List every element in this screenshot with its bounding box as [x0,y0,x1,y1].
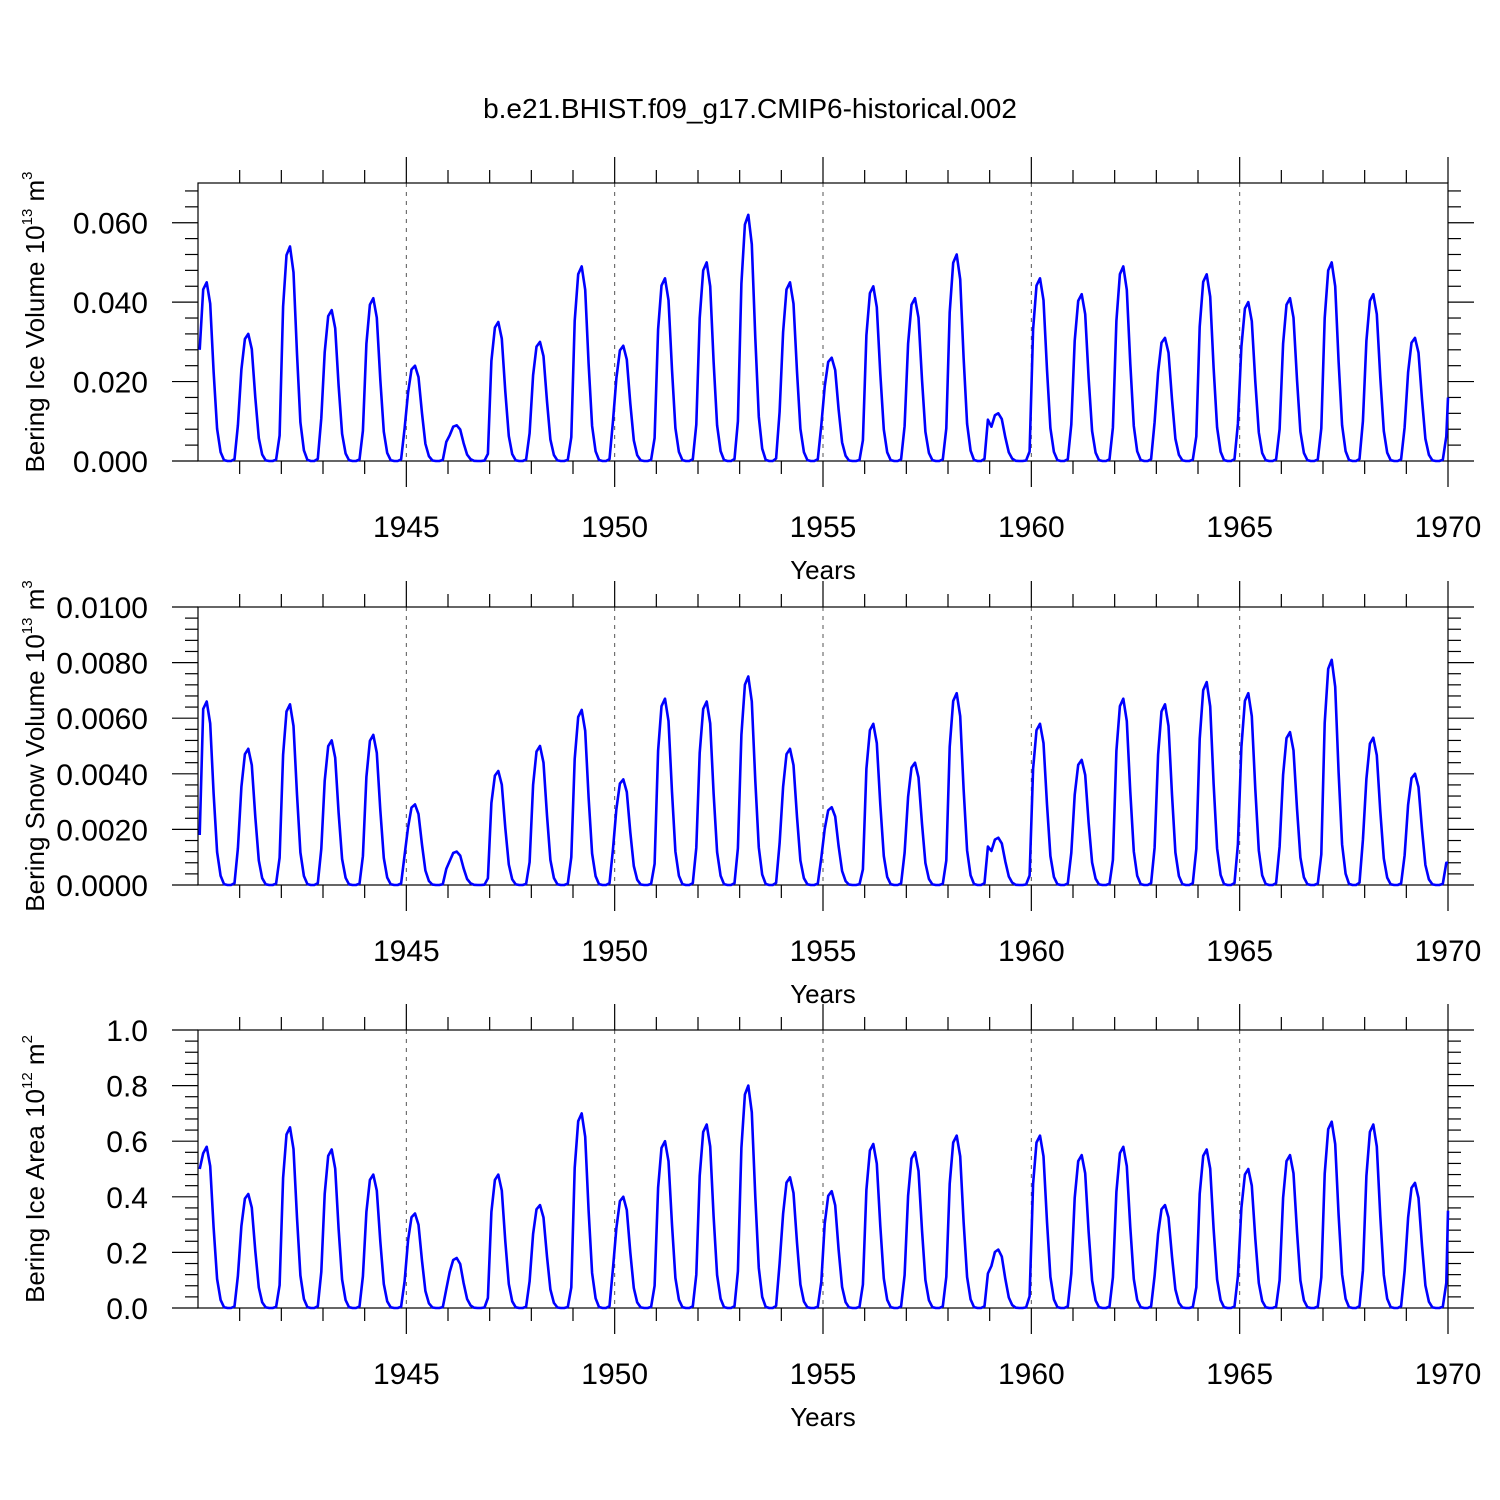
y-axis-title: Bering Ice Volume 1013 m3 [19,171,50,472]
y-tick-label: 0.4 [106,1182,148,1215]
x-tick-label: 1945 [373,935,440,968]
panel-snow-volume: 0.0000 0.0020 0.0040 0.0060 0.0080 0.0100 1945… [19,580,1481,1009]
y-tick-label: 0.060 [73,208,148,241]
x-tick-label: 1960 [998,511,1065,544]
y-tick-label: 0.0000 [56,870,148,903]
y-tick-label: 0.0080 [56,648,148,681]
x-tick-label: 1955 [790,511,857,544]
y-tick-label: 0.0020 [56,814,148,847]
plot-frame [197,606,1449,886]
y-tick-label: 0.020 [73,367,148,400]
series-line-ice-area [198,1084,1450,1310]
x-tick-label: 1955 [790,935,857,968]
y-tick-label: 0.040 [73,287,148,320]
plot-frame [197,1029,1449,1309]
x-tick-label: 1950 [581,511,648,544]
x-tick-label: 1970 [1415,1358,1482,1391]
panels-container: 0.000 0.020 0.040 0.060 1945 1950 1955 1960 1965… [19,157,1481,1432]
panel-ice-volume: 0.000 0.020 0.040 0.060 1945 1950 1955 1960 1965… [19,157,1481,585]
series-line-snow-volume [198,658,1448,887]
x-tick-label: 1960 [998,1358,1065,1391]
x-tick-label: 1970 [1415,511,1482,544]
x-tick-label: 1945 [373,1358,440,1391]
x-tick-label: 1945 [373,511,440,544]
y-tick-label: 0.0060 [56,703,148,736]
y-tick-label: 0.2 [106,1237,148,1270]
plot-frame [197,182,1449,462]
x-axis-title: Years [790,555,856,585]
x-tick-label: 1970 [1415,935,1482,968]
y-tick-label: 0.8 [106,1071,148,1104]
x-tick-label: 1965 [1206,511,1273,544]
y-tick-label: 0.000 [73,446,148,479]
x-tick-label: 1955 [790,1358,857,1391]
x-tick-label: 1965 [1206,935,1273,968]
y-tick-label: 1.0 [106,1015,148,1048]
y-tick-label: 0.6 [106,1126,148,1159]
x-axis-title: Years [790,1402,856,1432]
y-tick-label: 0.0 [106,1293,148,1326]
y-tick-label: 0.0100 [56,592,148,625]
panel-ice-area: 0.0 0.2 0.4 0.6 0.8 1.0 1945 1950 1955 1960 1965 19… [19,1004,1481,1432]
y-axis-title: Bering Ice Area 1012 m2 [19,1035,50,1303]
y-tick-label: 0.0040 [56,759,148,792]
x-tick-label: 1950 [581,935,648,968]
chart-title: b.e21.BHIST.f09_g17.CMIP6-historical.002 [483,93,1017,124]
y-axis-title: Bering Snow Volume 1013 m3 [19,580,50,911]
series-line-ice-volume [198,213,1450,463]
x-tick-label: 1965 [1206,1358,1273,1391]
x-tick-label: 1960 [998,935,1065,968]
x-tick-label: 1950 [581,1358,648,1391]
